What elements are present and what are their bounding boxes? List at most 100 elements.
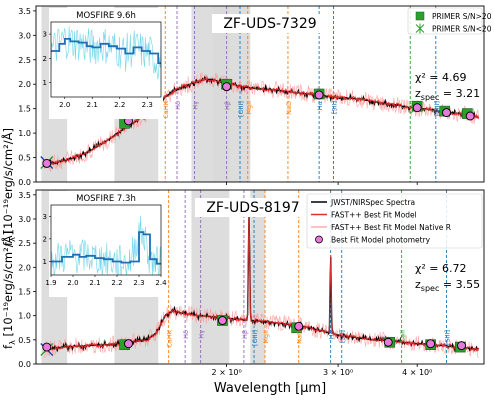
x-tick-labels: 2 × 10⁰ 3 × 10⁰ 4 × 10⁰ — [211, 368, 432, 377]
p1-inset-y-tick-label-2: 3 — [43, 213, 47, 221]
p0-line-label-5: MgII — [245, 101, 253, 115]
p1-y-tick-label-4: 2.0 — [18, 263, 31, 272]
p1-y-tick-label-1: 0.5 — [18, 336, 31, 345]
p0-photometry-point-4 — [412, 103, 422, 113]
p0-inset-x-tick-label-3: 2.3 — [142, 101, 153, 109]
p0-inset-x-tick-label-1: 2.1 — [87, 101, 98, 109]
p1-line-label-10: [SIII] — [444, 330, 452, 345]
p0-line-label-2: Hγ — [192, 101, 200, 110]
y-axis-label-bottom: fλ [10⁻¹⁹erg/s/cm²/Å] — [0, 231, 17, 349]
p1-inset-plot — [51, 215, 161, 275]
x-axis-label: Wavelength [µm] — [214, 381, 326, 396]
p1-line-label-0: CaHK — [166, 329, 174, 347]
p0-inset-y-tick-label-2: 3 — [43, 31, 47, 39]
p0-title: ZF-UDS-7329 — [223, 16, 316, 32]
p1-inset-y-tick-label-0: 1 — [43, 258, 47, 266]
p0-legend-label-0: PRIMER S/N>20 — [432, 12, 492, 21]
p0-z-sub: spec — [421, 93, 440, 102]
p1-inset-x-tick-label-3: 2.2 — [111, 279, 122, 287]
p1-z-symbol: z — [415, 278, 421, 291]
p0-y-tick-label-5: 2.5 — [18, 56, 31, 65]
p1-axes-frame — [35, 189, 485, 365]
panel-bottom: CaHK Hδ Hγ Hβ [OIII] MgII NaD Hα [SII] CaII [SIII]… — [18, 189, 485, 369]
p0-line-label-1: Hδ — [174, 101, 182, 110]
x-tick-label-1: 3 × 10⁰ — [323, 368, 353, 377]
p0-inset-x-tick-label-0: 2.0 — [59, 101, 70, 109]
p0-line-label-7: Hα — [316, 101, 324, 110]
p1-inset-x-tick-label-1: 2.0 — [67, 279, 78, 287]
p1-line-label-5: MgII — [262, 330, 270, 344]
p1-y-tick-label-3: 1.5 — [18, 288, 31, 297]
p1-photometry-point-6 — [457, 341, 466, 351]
p0-y-tick-label-1: 0.5 — [18, 154, 31, 163]
p0-line-label-10: [SIII] — [433, 101, 441, 116]
p0-title-box — [212, 14, 328, 33]
p0-photometry-point-5 — [442, 108, 451, 118]
p1-y-tick-label-6: 3.0 — [18, 215, 31, 224]
p0-line-label-9: CaII — [407, 101, 415, 113]
p1-inset-y-tick-label-1: 2 — [43, 235, 47, 243]
p1-inset-x-tick-label-0: 1.9 — [45, 279, 56, 287]
p1-inset: MOSFIRE 7.3h 1 2 3 1.9 2.0 2.1 2.2 2.3 2.4 — [43, 191, 167, 297]
p0-photometry-point-2 — [222, 82, 232, 92]
p1-line-label-7: Hα — [328, 330, 336, 339]
p1-inset-background — [49, 191, 163, 297]
y-axis-label-top: fλ [10⁻¹⁹erg/s/cm²/Å] — [0, 128, 17, 246]
p1-z-sub: spec — [421, 284, 440, 293]
p1-inset-binned-spectrum — [51, 231, 161, 265]
p0-inset: MOSFIRE 9.6h 1 2 3 2.0 2.1 2.2 2.3 — [43, 8, 163, 119]
p0-y-tick-label-7: 3.5 — [18, 7, 31, 16]
p1-y-tick-label-5: 2.5 — [18, 239, 31, 248]
p0-chi2-label: χ² = 4.69 — [415, 71, 466, 84]
p0-inset-title: MOSFIRE 9.6h — [76, 11, 136, 21]
p1-inset-x-tick-label-4: 2.3 — [133, 279, 144, 287]
p1-photometry-point-3 — [294, 321, 304, 331]
p1-line-label-4: [OIII] — [251, 330, 259, 346]
p0-z-value: = 3.21 — [439, 87, 480, 100]
p1-legend: JWST/NIRSpec Spectra FAST++ Best Fit Mode… — [306, 193, 483, 249]
p1-legend-label-1: FAST++ Best Fit Model — [331, 211, 417, 220]
p1-z-label: zspec = 3.55 — [415, 278, 480, 293]
p0-photometry-point-0 — [42, 158, 52, 168]
p0-line-label-4: [OIII] — [237, 101, 245, 117]
p0-legend-marker-1 — [415, 23, 425, 34]
p0-inset-raw-spectrum — [51, 26, 161, 80]
p1-chi2-label: χ² = 6.72 — [415, 262, 466, 275]
p1-inset-x-tick-label-2: 2.1 — [89, 279, 100, 287]
p1-photometry-point-2 — [217, 316, 227, 325]
p1-legend-label-3: Best Fit Model photometry — [331, 236, 431, 245]
p1-photometry-point-5 — [426, 339, 436, 349]
p1-legend-box — [306, 193, 483, 249]
p0-legend-label-1: PRIMER S/N<20 — [432, 25, 492, 34]
p1-y-tick-label-0: 0.0 — [18, 360, 31, 369]
p1-legend-marker-3 — [315, 235, 323, 244]
p1-model-line — [43, 208, 480, 352]
p1-native-model-line — [43, 213, 479, 359]
p0-y-tick-label-2: 1.0 — [18, 129, 31, 138]
p1-line-label-8: [SII] — [339, 330, 347, 343]
p0-y-tick-label-0: 0.0 — [18, 178, 31, 187]
p0-y-tick-label-6: 3.0 — [18, 31, 31, 40]
p0-line-label-8: [SII] — [330, 101, 338, 114]
p0-axes-frame — [35, 5, 485, 183]
p0-inset-frame — [50, 21, 162, 98]
p0-legend-marker-0 — [415, 11, 425, 21]
p1-legend-label-0: JWST/NIRSpec Spectra — [330, 198, 415, 207]
p0-photometry-point-3 — [314, 90, 324, 100]
x-tick-label-0: 2 × 10⁰ — [211, 368, 241, 377]
p0-inset-y-tick-label-0: 1 — [43, 79, 47, 87]
panel-top: CaHK Hδ Hγ Hβ [OIII] MgII NaD Hα [SII] CaII [SIII]… — [18, 5, 492, 187]
p1-z-value: = 3.55 — [439, 278, 480, 291]
p0-line-label-3: Hβ — [224, 101, 232, 110]
p1-photometry-point-4 — [383, 337, 393, 347]
p0-inset-binned-spectrum — [51, 38, 161, 64]
p1-photometry-point-1 — [124, 339, 133, 349]
p0-line-label-6: NaD — [285, 101, 293, 115]
p1-line-label-6: NaD — [296, 330, 304, 344]
p1-line-label-1: Hδ — [182, 330, 190, 339]
p0-inset-plot — [51, 26, 161, 80]
p0-inset-y-tick-label-1: 2 — [43, 55, 47, 63]
p0-z-symbol: z — [415, 87, 421, 100]
p1-line-label-3: Hβ — [241, 330, 249, 339]
